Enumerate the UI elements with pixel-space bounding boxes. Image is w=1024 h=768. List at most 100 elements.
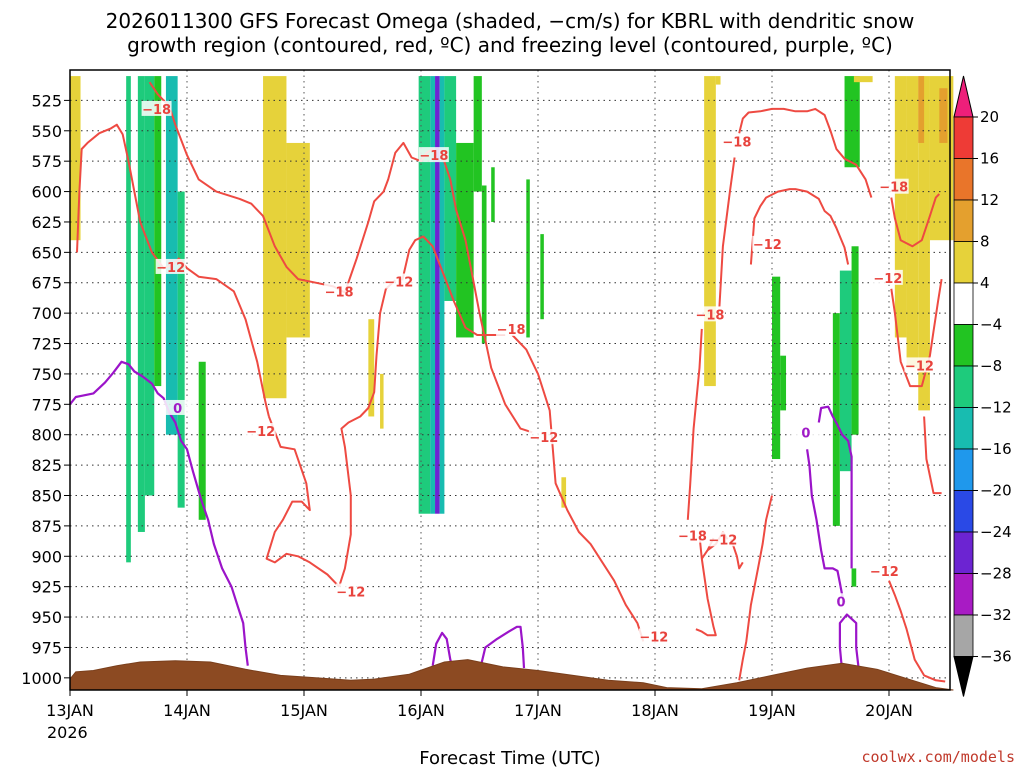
- contour-label-bg: [383, 273, 414, 289]
- omega-cell: [144, 76, 155, 496]
- omega-cell: [165, 76, 178, 435]
- dgz-contour-line: [890, 278, 943, 388]
- dgz-contour-line: [718, 157, 736, 308]
- y-tick-label: 575: [31, 152, 62, 171]
- terrain-layer: [69, 659, 954, 691]
- colorbar-swatch: [953, 324, 974, 367]
- omega-cell: [430, 76, 436, 514]
- credit-text: coolwx.com/models: [861, 748, 1015, 766]
- y-tick-label: 950: [31, 608, 62, 627]
- omega-cell: [939, 88, 948, 143]
- contour-label-bg: [707, 531, 738, 547]
- omega-cell: [137, 76, 145, 532]
- colorbar-label: 12: [980, 191, 999, 209]
- contour-label-bg: [638, 628, 669, 644]
- contour-label: −12: [384, 276, 413, 291]
- colorbar-label: −20: [980, 482, 1012, 500]
- colorbar-swatch: [953, 531, 974, 574]
- omega-cell: [444, 76, 457, 301]
- dgz-contour-line: [265, 416, 340, 588]
- y-tick-label: 975: [31, 638, 62, 657]
- omega-cell: [832, 313, 840, 526]
- dgz-contour-line: [401, 235, 506, 336]
- y-tick-label: 825: [31, 456, 62, 475]
- omega-cell: [526, 179, 530, 338]
- y-tick-label: 600: [31, 183, 62, 202]
- omega-cell: [177, 191, 185, 508]
- y-tick-label: 725: [31, 335, 62, 354]
- contour-label-bg: [141, 100, 172, 116]
- y-tick-label: 650: [31, 243, 62, 262]
- contour-label-bg: [869, 562, 900, 578]
- x-tick-label: 13JAN: [46, 701, 94, 720]
- contour-label: −12: [639, 631, 668, 646]
- omega-cell: [918, 76, 925, 143]
- colorbar-top-arrow: [953, 75, 974, 118]
- omega-cell: [894, 76, 907, 338]
- dgz-contour-line: [686, 328, 703, 520]
- contour-label-bg: [878, 178, 909, 194]
- contour-label-bg: [721, 133, 752, 149]
- omega-cell: [154, 76, 162, 387]
- contour-label: −18: [722, 136, 751, 151]
- colorbar-swatch: [953, 158, 974, 201]
- contour-label: −18: [695, 308, 724, 323]
- omega-cell: [704, 76, 716, 387]
- omega-cell: [851, 568, 857, 587]
- omega-cell: [198, 361, 206, 520]
- contour-label-bg: [418, 147, 449, 163]
- contour-label: 0: [801, 426, 810, 441]
- contour-label-bg: [496, 320, 527, 336]
- x-tick-label: 14JAN: [163, 701, 211, 720]
- colorbar-label: −36: [980, 648, 1012, 666]
- y-tick-label: 625: [31, 213, 62, 232]
- colorbar-label: −8: [980, 357, 1002, 375]
- omega-cell: [439, 76, 445, 514]
- omega-cell: [126, 76, 131, 563]
- contour-label-bg: [162, 399, 193, 415]
- colorbar-label: −24: [980, 523, 1012, 541]
- contour-label: −18: [419, 149, 448, 164]
- contour-label-bg: [324, 283, 355, 299]
- omega-cell: [715, 76, 721, 85]
- omega-cell: [918, 76, 930, 411]
- colorbar-label: 16: [980, 150, 999, 168]
- y-tick-label: 1000: [21, 669, 62, 688]
- contour-label-bg: [826, 593, 857, 609]
- y-tick-label: 800: [31, 426, 62, 445]
- plot-frame: [69, 69, 951, 691]
- omega-cell: [380, 373, 384, 429]
- dgz-contour-line: [749, 188, 850, 265]
- contour-label-bg: [790, 424, 821, 440]
- contour-label: −18: [142, 103, 171, 118]
- contour-labels: −18−12−18−12−18−18−12−12−12−12−18−18−12−…: [141, 100, 935, 646]
- freezing-contour-line: [838, 613, 860, 672]
- omega-cell: [540, 234, 544, 320]
- omega-cell: [844, 76, 860, 168]
- contour-label: −12: [873, 272, 902, 287]
- y-axis: 525 550 575 600 625 650 675 700 725 750 775 800 825 8…: [21, 91, 70, 688]
- freezing-contour-line: [478, 625, 526, 673]
- contour-label-bg: [904, 357, 935, 373]
- contour-label: −12: [336, 586, 365, 601]
- contour-label: −18: [879, 181, 908, 196]
- omega-cell: [772, 276, 781, 460]
- dgz-contour-line: [338, 279, 396, 588]
- colorbar-swatch: [953, 282, 974, 325]
- contour-label: −12: [156, 261, 185, 276]
- terrain-fill: [69, 659, 954, 691]
- y-tick-label: 875: [31, 517, 62, 536]
- dgz-contour-line: [730, 538, 744, 570]
- contour-label-bg: [694, 306, 725, 322]
- colorbar-label: −28: [980, 565, 1012, 583]
- contour-label: −12: [870, 565, 899, 580]
- colorbar-label: −32: [980, 606, 1012, 624]
- chart-title-line-2: growth region (contoured, red, ºC) and f…: [127, 33, 893, 57]
- y-tick-label: 850: [31, 486, 62, 505]
- contour-label-bg: [335, 583, 366, 599]
- dgz-contour-line: [695, 535, 717, 637]
- x-tick-label: 20JAN: [865, 701, 913, 720]
- plot-area: −18−12−18−12−18−18−12−12−12−12−18−18−12−…: [69, 69, 954, 691]
- colorbar-swatch: [953, 365, 974, 408]
- dgz-contour-line: [738, 495, 773, 681]
